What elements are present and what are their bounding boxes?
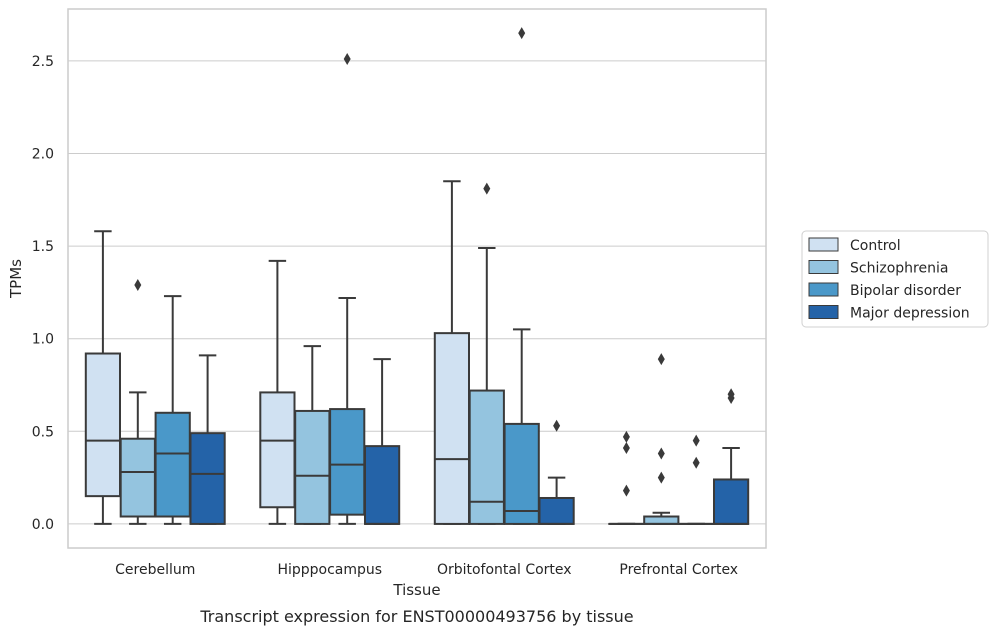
plot-frame [67, 8, 767, 549]
box-hipppocampus-major-depression [363, 358, 401, 525]
box-prefrontal-cortex-schizophrenia [643, 353, 680, 525]
x-tick-labels: Cerebellum Hipppocampus Orbitofontal Corte… [115, 562, 738, 578]
box-orbitofontal-cortex-major-depression [538, 419, 575, 525]
box-body [503, 422, 540, 525]
legend: Control Schizophrenia Bipolar disorder Majo… [801, 230, 989, 328]
outlier-point [692, 456, 700, 469]
box-body [294, 409, 331, 525]
outlier-point [657, 471, 665, 484]
y-tick-labels: 0.0 0.5 1.0 1.5 2.0 2.5 [32, 54, 54, 533]
y-tick-label: 2.0 [32, 146, 54, 162]
y-tick-label: 1.0 [32, 332, 54, 348]
box-body [363, 445, 401, 525]
y-tick-label: 0.0 [32, 517, 54, 533]
box-hipppocampus-bipolar-disorder [329, 53, 366, 525]
legend-swatch [808, 237, 839, 252]
box-body [329, 408, 366, 516]
outlier-point [483, 182, 491, 195]
outlier-point [727, 388, 735, 401]
box-body [119, 437, 156, 518]
legend-swatch [808, 305, 839, 319]
box-orbitofontal-cortex-schizophrenia [468, 182, 505, 525]
box-cerebellum-control [84, 230, 122, 525]
x-tick-label: Cerebellum [115, 562, 195, 578]
outlier-point [343, 53, 351, 66]
x-tick-label: Orbitofontal Cortex [437, 562, 572, 578]
legend-swatch [808, 260, 839, 274]
legend-label: Bipolar disorder [850, 283, 961, 299]
legend-swatch [808, 282, 839, 297]
box-body [468, 389, 505, 525]
outlier-point [553, 419, 561, 432]
box-prefrontal-cortex-bipolar-disorder [678, 434, 715, 525]
outlier-point [518, 27, 526, 40]
x-tick-label: Prefrontal Cortex [619, 562, 738, 578]
box-body [84, 352, 122, 498]
y-tick-label: 0.5 [32, 424, 54, 440]
legend-label: Schizophrenia [850, 261, 948, 277]
box-cerebellum-bipolar-disorder [154, 295, 191, 525]
box-body [712, 478, 750, 525]
y-tick-label: 1.5 [32, 239, 54, 255]
outlier-point [657, 353, 665, 366]
outlier-point [622, 441, 630, 454]
legend-frame [801, 230, 989, 328]
legend-label: Control [850, 238, 901, 254]
box-body [154, 411, 191, 518]
chart-caption: Transcript expression for ENST0000049375… [199, 607, 633, 626]
y-tick-label: 2.5 [32, 54, 54, 70]
x-tick-label: Hipppocampus [277, 562, 382, 578]
box-hipppocampus-schizophrenia [294, 345, 331, 525]
box-cerebellum-schizophrenia [119, 278, 156, 525]
outlier-point [622, 430, 630, 443]
box-orbitofontal-cortex-control [433, 180, 471, 525]
box-prefrontal-cortex-major-depression [712, 388, 750, 525]
box-body [259, 391, 296, 509]
box-body [538, 496, 575, 525]
box-body [433, 332, 471, 525]
y-axis-title: TPMs [7, 259, 25, 299]
box-orbitofontal-cortex-bipolar-disorder [503, 27, 540, 525]
outlier-point [692, 434, 700, 447]
box-layer [84, 27, 750, 525]
outlier-point [657, 447, 665, 460]
legend-label: Major depression [850, 306, 970, 322]
box-cerebellum-major-depression [189, 354, 226, 525]
box-body [189, 432, 226, 525]
box-prefrontal-cortex-control [608, 430, 645, 525]
x-axis-title: Tissue [392, 581, 440, 599]
outlier-point [622, 484, 630, 497]
box-body [643, 515, 680, 525]
box-hipppocampus-control [259, 259, 296, 525]
outlier-point [134, 278, 142, 291]
